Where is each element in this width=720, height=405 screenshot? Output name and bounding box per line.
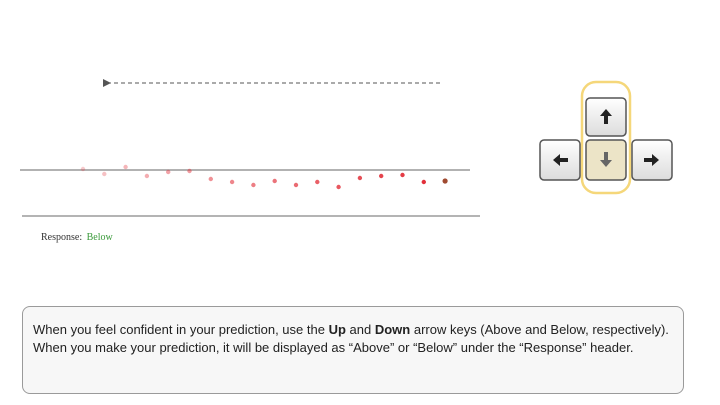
- instructions-key-down: Down: [374, 322, 411, 337]
- trajectory-point: [400, 172, 405, 178]
- instructions-text-2: and: [345, 322, 375, 337]
- trajectory-points: [80, 164, 448, 190]
- trajectory-point: [357, 175, 363, 181]
- trajectory-point: [251, 182, 256, 188]
- arrow-keys-cluster: [539, 80, 673, 195]
- arrow-right-icon: [644, 154, 659, 166]
- up-key[interactable]: [585, 97, 627, 137]
- trajectory-point: [272, 178, 277, 184]
- instructions-key-up: Up: [328, 322, 346, 337]
- trajectory-point: [144, 173, 150, 179]
- trajectory-point: [166, 169, 171, 175]
- response-value: Below: [86, 232, 113, 243]
- highlight-outline: [580, 80, 632, 195]
- trajectory-point: [208, 176, 213, 182]
- arrow-up-icon: [600, 109, 612, 124]
- trajectory-point: [80, 166, 86, 172]
- trajectory-point: [187, 168, 192, 174]
- instructions-box: When you feel confident in your predicti…: [22, 306, 684, 394]
- right-key[interactable]: [631, 139, 673, 181]
- instructions-text-3: arrow keys (Above and Below, respectivel…: [33, 322, 669, 355]
- trajectory-point: [123, 164, 128, 170]
- trajectory-point: [315, 179, 320, 185]
- response-label: Response:: [41, 232, 83, 243]
- trajectory-point: [293, 182, 299, 188]
- trajectory-point: [379, 173, 384, 179]
- instructions-text-1: When you feel confident in your predicti…: [33, 322, 329, 337]
- trajectory-point: [102, 171, 107, 177]
- current-point: [442, 178, 448, 184]
- trajectory-point: [229, 179, 235, 185]
- trajectory-point: [336, 184, 341, 190]
- arrow-down-icon: [600, 152, 612, 167]
- arrow-left-icon: [553, 154, 568, 166]
- down-key[interactable]: [585, 139, 627, 181]
- response-readout: Response: Below: [41, 232, 113, 243]
- trajectory-point: [421, 179, 426, 185]
- left-key[interactable]: [539, 139, 581, 181]
